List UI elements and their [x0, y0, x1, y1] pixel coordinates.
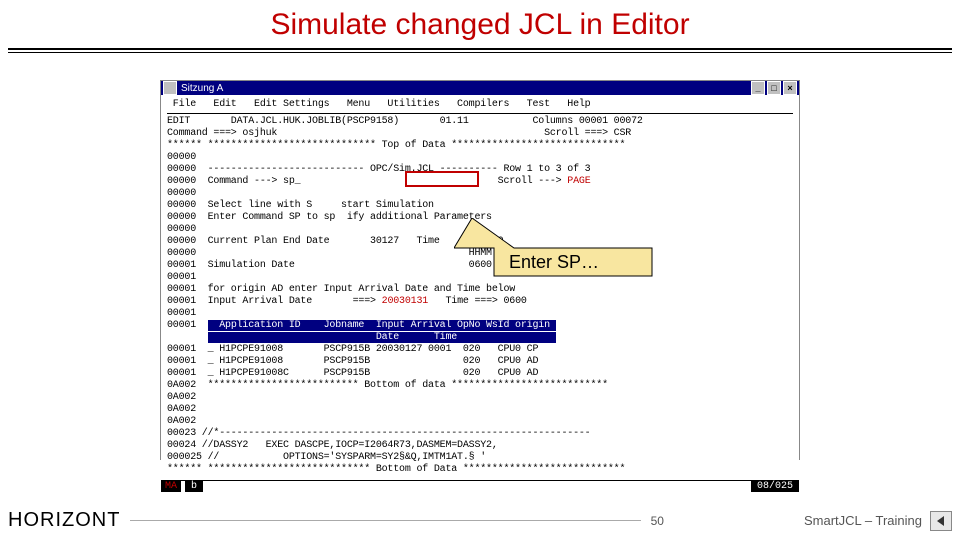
term-line: 00000 Select line with S start Simulatio… [167, 200, 793, 212]
course-name: SmartJCL – Training [804, 513, 922, 528]
terminal-statusbar: MA b 08/025 [161, 480, 799, 492]
window-title: Sitzung A [181, 83, 223, 94]
term-line: ****** **************************** Bott… [167, 464, 793, 476]
term-line: Command ===> osjhuk Scroll ===> CSR [167, 128, 793, 140]
footer-rule [130, 520, 640, 521]
term-line: ****** ***************************** Top… [167, 140, 793, 152]
nav-prev-button[interactable] [930, 511, 952, 531]
term-line: 0A002 [167, 404, 793, 416]
terminal-titlebar[interactable]: Sitzung A _ □ × [161, 81, 799, 95]
term-line: 000025 // OPTIONS='SYSPARM=SY2§&Q,IMTM1A… [167, 452, 793, 464]
term-line: 00001 for origin AD enter Input Arrival … [167, 284, 793, 296]
term-line: 0A002 [167, 416, 793, 428]
term-line: 0A002 ************************** Bottom … [167, 380, 793, 392]
table-row[interactable]: 00001 _ H1PCPE91008 PSCP915B 20030127 00… [167, 344, 793, 356]
arrival-line: 00001 Input Arrival Date ===> 20030131 T… [167, 296, 793, 308]
term-line: 0A002 [167, 392, 793, 404]
term-line: 00000 --------------------------- OPC/Si… [167, 164, 793, 176]
table-header-2: Date Time [167, 332, 793, 344]
status-ma: MA [161, 481, 181, 492]
sp-highlight-box [405, 171, 479, 187]
system-menu-icon[interactable] [163, 81, 177, 95]
menu-bar[interactable]: File Edit Edit Settings Menu Utilities C… [167, 99, 793, 111]
page-title: Simulate changed JCL in Editor [0, 8, 960, 42]
title-rule-1 [8, 48, 952, 50]
terminal-body: File Edit Edit Settings Menu Utilities C… [161, 95, 799, 480]
callout-text: Enter SP… [454, 252, 654, 273]
term-line: EDIT DATA.JCL.HUK.JOBLIB(PSCP9158) 01.11… [167, 116, 793, 128]
term-line: 00000 [167, 152, 793, 164]
term-line: 00000 [167, 188, 793, 200]
table-row[interactable]: 00001 _ H1PCPE91008C PSCP915B 020 CPU0 A… [167, 368, 793, 380]
brand: HORIZONT [8, 509, 120, 532]
maximize-button[interactable]: □ [767, 81, 781, 95]
menu-divider [167, 113, 793, 114]
triangle-left-icon [935, 515, 947, 527]
term-line: 00001 [167, 308, 793, 320]
page-number: 50 [651, 514, 664, 528]
term-line: 00023 //*-------------------------------… [167, 428, 793, 440]
minimize-button[interactable]: _ [751, 81, 765, 95]
slide-footer: HORIZONT 50 SmartJCL – Training [8, 509, 952, 532]
status-b: b [185, 481, 203, 492]
table-row[interactable]: 00001 _ H1PCPE91008 PSCP915B 020 CPU0 AD [167, 356, 793, 368]
table-header: 00001 Application ID Jobname Input Arriv… [167, 320, 793, 332]
term-line: 00024 //DASSY2 EXEC DASCPE,IOCP=I2064R73… [167, 440, 793, 452]
title-rule-2 [8, 52, 952, 53]
close-button[interactable]: × [783, 81, 797, 95]
cursor-position: 08/025 [751, 481, 799, 492]
command-line[interactable]: 00000 Command ---> sp_ Scroll ---> PAGE [167, 176, 793, 188]
